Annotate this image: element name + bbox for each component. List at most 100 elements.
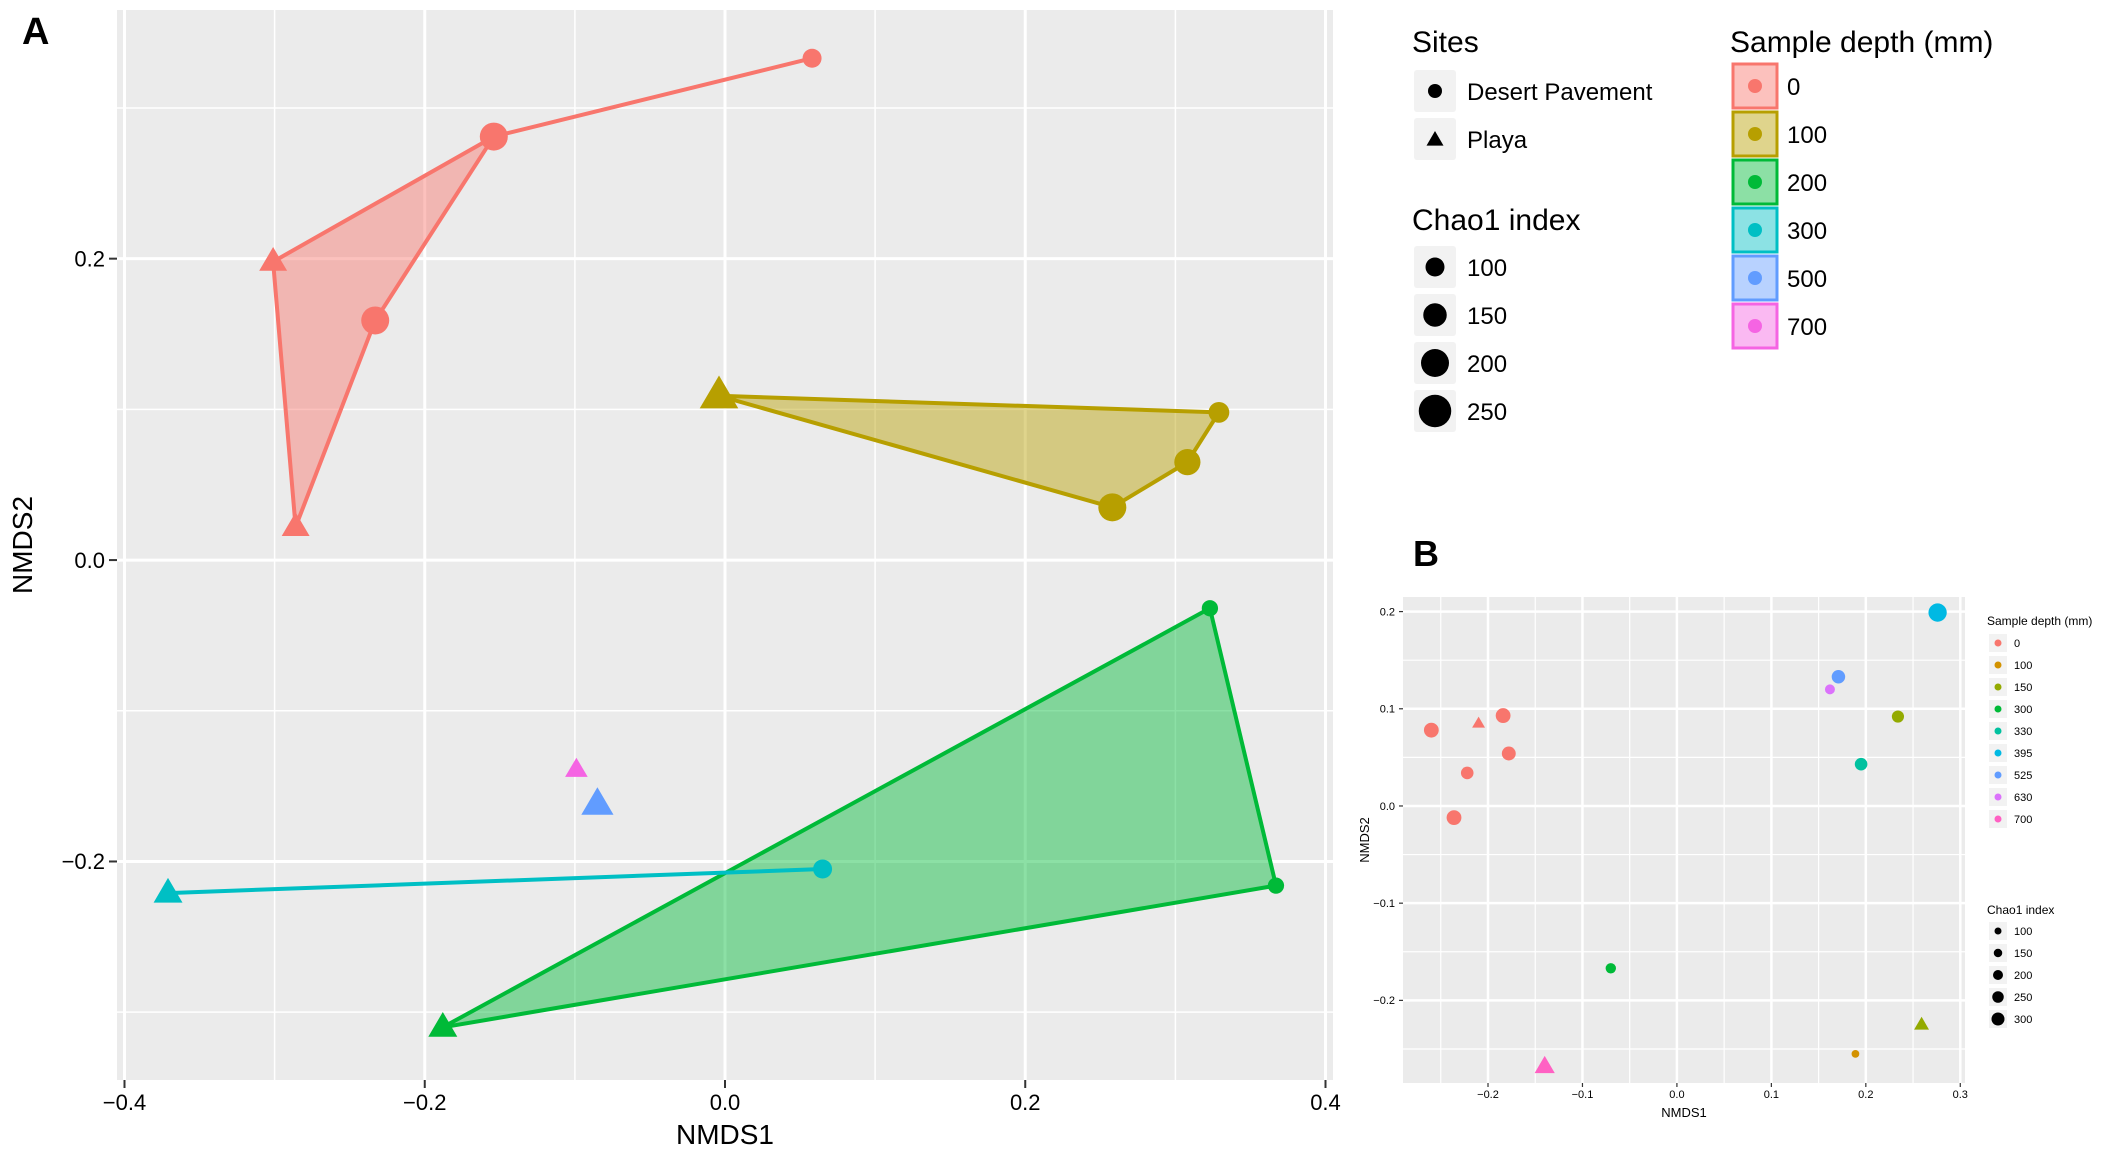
x-tick-label: 0.0 (710, 1090, 741, 1115)
legend-site-label: Playa (1467, 127, 1528, 154)
point-depth-0-desert-pavement (1501, 746, 1516, 761)
legend-b-depth-title: Sample depth (mm) (1987, 614, 2092, 628)
point-depth-395-desert-pavement (1928, 603, 1947, 622)
legend-depth-label: 200 (1787, 170, 1827, 197)
point-depth-300-desert-pavement (1605, 963, 1616, 974)
legend-b-depth-dot (1994, 639, 2002, 647)
legend-b-chao-label: 200 (2014, 970, 2032, 982)
legend-b-chao-swatch (1992, 991, 2004, 1003)
legend-b-depth-label: 0 (2014, 638, 2020, 650)
y-tick-label: 0.0 (74, 548, 105, 573)
circle-icon (1428, 84, 1442, 98)
point-depth-330-desert-pavement (1854, 757, 1868, 771)
legend-chao-swatch (1423, 303, 1447, 327)
point-depth-200-desert-pavement (1201, 600, 1219, 617)
legend-b-depth-dot (1994, 771, 2002, 779)
hull-depth-200 (440, 606, 1278, 1030)
legend-chao-label: 100 (1467, 255, 1507, 282)
point-depth-300-playa (153, 877, 183, 903)
legend-depth-label: 100 (1787, 122, 1827, 149)
legend-depth-label: 0 (1787, 74, 1800, 101)
point-depth-0-playa (1472, 716, 1485, 728)
point-depth-300-desert-pavement (813, 859, 833, 879)
y-axis-title: NMDS2 (1357, 817, 1372, 863)
legend-site-label: Desert Pavement (1467, 79, 1653, 106)
panel-b-legend: Sample depth (mm) 0 100 150 300 330 395 525 630 7… (1987, 614, 2092, 1028)
legend-b-depth-label: 300 (2014, 704, 2032, 716)
x-axis-title: NMDS1 (1661, 1105, 1707, 1120)
point-depth-100-desert-pavement (1174, 449, 1201, 476)
legend-b-depth-label: 630 (2014, 792, 2032, 804)
panel-a-letter: A (22, 11, 49, 53)
point-depth-630-desert-pavement (1824, 684, 1835, 695)
plot-panel (1403, 597, 1965, 1083)
legend-chao-swatch (1425, 257, 1445, 277)
y-tick-label: 0.1 (1380, 704, 1395, 716)
point-depth-0-desert-pavement (1460, 766, 1474, 780)
point-depth-100-desert-pavement (1851, 1049, 1860, 1058)
legend-chao-swatch (1421, 349, 1449, 377)
legend-b-chao-label: 100 (2014, 926, 2032, 938)
legend-b-depth-label: 700 (2014, 814, 2032, 826)
legend-b-chao-title: Chao1 index (1987, 903, 2054, 917)
legend-chao-swatch (1418, 394, 1452, 428)
point-depth-0-desert-pavement (1446, 810, 1462, 826)
legend-b-chao-swatch (1993, 970, 2003, 980)
legend-b-depth-label: 330 (2014, 726, 2032, 738)
point-depth-0-playa (259, 247, 288, 271)
legend-b-depth-dot (1994, 661, 2002, 669)
legend-depth-dot (1748, 127, 1762, 141)
point-depth-100-desert-pavement (1208, 401, 1230, 423)
y-tick-label: −0.1 (1373, 898, 1395, 910)
legend-depth-label: 700 (1787, 314, 1827, 341)
legend-chao-label: 150 (1467, 303, 1507, 330)
panel-a-legend: Sites Desert Pavement Playa Chao1 index 100 1… (1412, 26, 1993, 432)
legend-b-depth-dot (1994, 793, 2002, 801)
hull-depth-300 (167, 867, 823, 896)
legend-depth-dot (1748, 175, 1762, 189)
point-depth-150-desert-pavement (1891, 710, 1905, 723)
legend-b-depth-dot (1994, 683, 2002, 691)
y-tick-label: 0.2 (74, 246, 105, 271)
point-depth-0-desert-pavement (479, 122, 508, 151)
point-depth-0-desert-pavement (1495, 708, 1511, 723)
legend-b-chao-swatch (1993, 948, 2003, 958)
y-axis-title: NMDS2 (7, 496, 38, 594)
legend-b-depth-label: 395 (2014, 748, 2032, 760)
point-depth-200-desert-pavement (1267, 877, 1285, 894)
legend-b-depth-dot (1994, 749, 2002, 757)
legend-sites-title: Sites (1412, 26, 1479, 59)
point-depth-700-playa (565, 757, 588, 777)
legend-chao-title: Chao1 index (1412, 204, 1580, 237)
x-tick-label: 0.2 (1010, 1090, 1041, 1115)
point-depth-0-desert-pavement (1423, 722, 1439, 738)
legend-b-chao-label: 300 (2014, 1014, 2032, 1026)
legend-depth-title: Sample depth (mm) (1730, 26, 1993, 59)
y-tick-label: 0.2 (1380, 606, 1395, 618)
triangle-icon (1426, 131, 1444, 146)
point-depth-100-playa (699, 375, 739, 409)
x-tick-label: 0.1 (1764, 1089, 1779, 1101)
point-depth-200-playa (428, 1012, 458, 1037)
legend-depth-dot (1748, 79, 1762, 93)
x-tick-label: 0.0 (1669, 1089, 1684, 1101)
panel-b-plot: −0.2 −0.1 0.0 0.1 0.2 0.3 −0.2 −0.1 0.0 0.1 0.2 NMD… (1357, 597, 1968, 1120)
x-tick-label: 0.2 (1858, 1089, 1873, 1101)
x-tick-label: −0.1 (1572, 1089, 1594, 1101)
legend-b-chao-label: 250 (2014, 992, 2032, 1004)
point-depth-500-playa (581, 787, 614, 815)
panel-a-plot: −0.4 −0.2 0.0 0.2 0.4 −0.2 0.0 0.2 NMDS1 NMDS2 (7, 10, 1341, 1150)
x-tick-label: −0.2 (1477, 1089, 1499, 1101)
panel-b-letter: B (1413, 533, 1439, 574)
legend-depth-swatch (1731, 254, 1779, 302)
point-depth-0-desert-pavement (802, 48, 822, 68)
x-tick-label: 0.3 (1953, 1089, 1968, 1101)
legend-b-depth-label: 150 (2014, 682, 2032, 694)
legend-b-depth-label: 525 (2014, 770, 2032, 782)
x-tick-label: −0.4 (103, 1090, 146, 1115)
x-tick-label: −0.2 (403, 1090, 446, 1115)
legend-depth-dot (1748, 319, 1762, 333)
point-depth-150-playa (1914, 1016, 1929, 1030)
x-axis-title: NMDS1 (676, 1119, 774, 1150)
